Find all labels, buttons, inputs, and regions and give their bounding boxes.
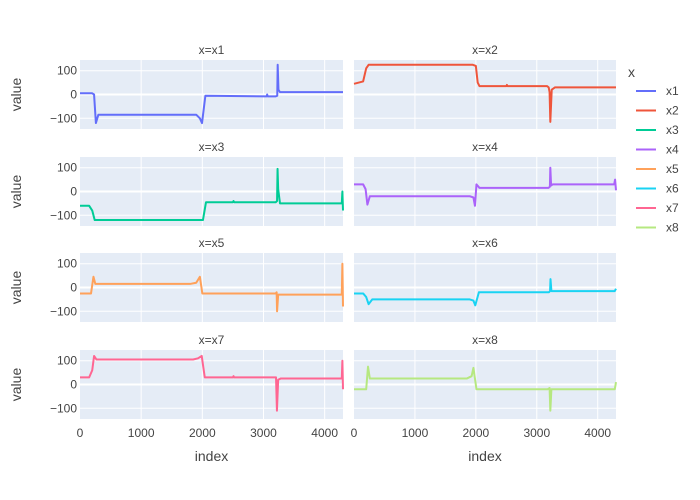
legend-title: x (628, 64, 635, 80)
legend-label-x5: x5 (666, 162, 679, 176)
y-tick-label: 100 (57, 257, 77, 271)
y-axis-title: value (8, 271, 24, 305)
x-tick-label: 0 (77, 426, 84, 440)
legend-label-x2: x2 (666, 104, 679, 118)
facet-panel-x3: x=x3 −100 0 100 value (8, 140, 344, 226)
series-line-x3 (80, 167, 344, 222)
x-tick-label: 1000 (128, 426, 155, 440)
x-axis-title: index (195, 448, 228, 464)
legend-label-x6: x6 (666, 182, 679, 196)
legend-label-x7: x7 (666, 201, 679, 215)
facet-title: x=x7 (199, 333, 225, 347)
facet-title: x=x8 (472, 333, 498, 347)
facet-panel-x6: x=x6 (354, 236, 617, 322)
facet-title: x=x5 (199, 236, 225, 250)
series-line-x8 (354, 365, 617, 412)
series-line-x4 (354, 166, 617, 207)
facet-title: x=x6 (472, 236, 498, 250)
x-tick-label: 4000 (584, 426, 611, 440)
x-tick-label: 2000 (189, 426, 216, 440)
facet-title: x=x2 (472, 43, 498, 57)
legend-label-x8: x8 (666, 221, 679, 235)
y-tick-label: −100 (50, 401, 77, 415)
facet-panel-x5: x=x5 −100 0 100 value (8, 236, 344, 322)
facet-panel-x2: x=x2 (353, 43, 616, 129)
series-line-x2 (353, 63, 616, 123)
x-axis-title: index (468, 448, 501, 464)
series-line-x5 (80, 262, 344, 313)
x-tick-label: 3000 (523, 426, 550, 440)
facet-panel-x1: x=x1 −100 0 100 value (8, 43, 343, 129)
y-axis-title: value (8, 175, 24, 209)
y-tick-label: 0 (70, 88, 77, 102)
y-tick-label: 0 (70, 281, 77, 295)
y-tick-label: 100 (57, 354, 77, 368)
facet-panel-x4: x=x4 (354, 140, 617, 226)
y-tick-label: −100 (50, 208, 77, 222)
y-tick-label: 0 (70, 378, 77, 392)
y-axis-title: value (8, 78, 24, 112)
y-axis-title: value (8, 368, 24, 402)
legend-label-x3: x3 (666, 123, 679, 137)
series-line-x7 (80, 354, 344, 412)
x-tick-label: 4000 (311, 426, 338, 440)
x-tick-label: 0 (351, 426, 358, 440)
y-tick-label: −100 (50, 111, 77, 125)
y-tick-label: 100 (57, 161, 77, 175)
legend-label-x1: x1 (666, 84, 679, 98)
legend: x x1 x2 x3 x4 x5 x6 x7 x8 (628, 64, 679, 235)
series-line-x1 (80, 63, 343, 125)
x-tick-label: 3000 (250, 426, 277, 440)
legend-label-x4: x4 (666, 143, 679, 157)
y-tick-label: 0 (70, 185, 77, 199)
facet-panel-x8: x=x8 0 1000 2000 3000 4000 index (351, 333, 617, 464)
facet-title: x=x4 (472, 140, 498, 154)
facet-title: x=x1 (199, 43, 225, 57)
facet-title: x=x3 (199, 140, 225, 154)
y-tick-label: 100 (57, 64, 77, 78)
x-tick-label: 1000 (402, 426, 429, 440)
series-line-x6 (354, 278, 617, 307)
x-tick-label: 2000 (463, 426, 490, 440)
y-tick-label: −100 (50, 304, 77, 318)
